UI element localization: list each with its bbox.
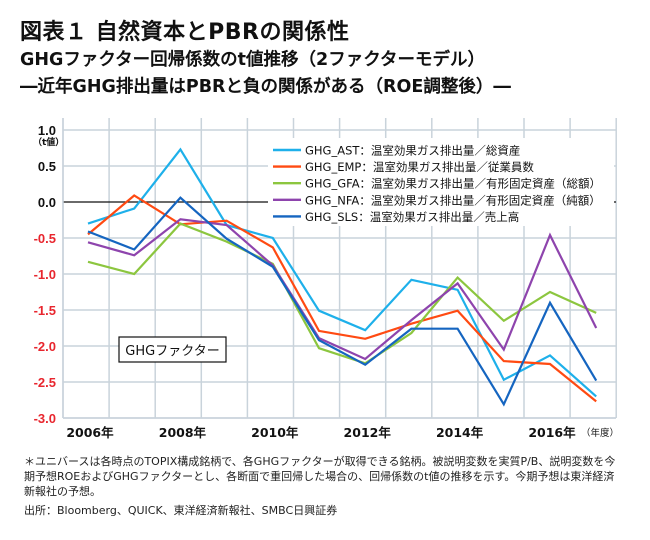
legend-label: GHG_EMP：温室効果ガス排出量／従業員数 (305, 160, 534, 174)
y-tick-label: 0.5 (38, 159, 56, 174)
series-line-ghg-gfa (87, 222, 597, 365)
x-tick-label: 2014年 (436, 425, 484, 440)
y-tick-label: -2.0 (34, 339, 56, 354)
annotation-box (118, 336, 227, 363)
y-tick-label: -3.0 (34, 411, 56, 426)
series-line-ghg-ast (87, 147, 597, 398)
figure-subtitle-2: ―近年GHG排出量はPBRと負の関係がある（ROE調整後）― (20, 77, 511, 97)
y-tick-label: 0.0 (38, 195, 56, 210)
y-tick-label: -2.5 (34, 375, 56, 390)
footnote: ＊ユニバースは各時点のTOPIX構成銘柄で、各GHGファクターが取得できる銘柄。… (24, 455, 616, 498)
source-note: 出所：Bloomberg、QUICK、東洋経済新報社、SMBC日興証券 (24, 504, 338, 517)
y-axis-label: （t値） (33, 136, 64, 148)
y-tick-label: 1.0 (38, 123, 56, 138)
x-tick-label: 2008年 (159, 425, 207, 440)
x-tick-label: 2012年 (344, 425, 392, 440)
figure-title: 図表１ 自然資本とPBRの関係性 (20, 20, 350, 45)
figure-subtitle: GHGファクター回帰係数のt値推移（2ファクターモデル） (20, 50, 486, 70)
x-tick-label: 2006年 (66, 425, 114, 440)
x-axis-label: （年度） (581, 427, 619, 439)
legend-label: GHG_NFA：温室効果ガス排出量／有形固定資産（純額） (305, 193, 601, 207)
series-line-ghg-nfa (87, 218, 598, 361)
x-tick-label: 2016年 (528, 425, 576, 440)
x-tick-label: 2010年 (251, 425, 299, 440)
series-line-ghg-emp (87, 194, 597, 403)
legend-label: GHG_AST：温室効果ガス排出量／総資産 (305, 144, 520, 158)
legend-label: GHG_GFA：温室効果ガス排出量／有形固定資産（総額） (305, 177, 601, 191)
annotation-label: GHGファクター (125, 344, 219, 359)
y-tick-label: -1.5 (34, 303, 56, 318)
y-tick-label: -1.0 (34, 267, 56, 282)
legend-box (268, 138, 614, 226)
legend-label: GHG_SLS：温室効果ガス排出量／売上高 (305, 210, 519, 224)
series-line-ghg-sls (87, 196, 598, 407)
y-tick-label: -0.5 (34, 231, 56, 246)
